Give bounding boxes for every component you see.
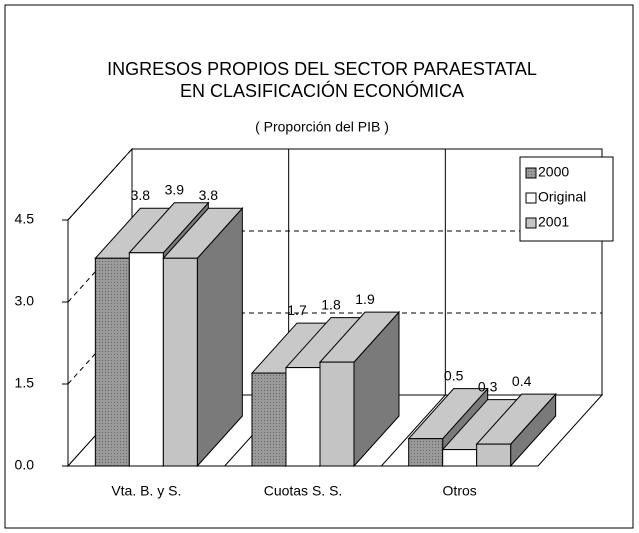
data-label: 3.9: [165, 182, 185, 198]
bar: [162, 257, 198, 467]
legend-label: 2001: [538, 214, 569, 230]
data-label: 0.3: [478, 378, 498, 394]
data-label: 0.5: [444, 367, 464, 383]
legend-swatch: [525, 167, 537, 179]
chart-title: EN CLASIFICACIÓN ECONÓMICA: [180, 80, 464, 101]
bar: [408, 438, 444, 467]
bar: [319, 361, 355, 467]
data-label: 0.4: [512, 373, 532, 389]
bar: [94, 257, 130, 467]
bar: [476, 443, 512, 467]
legend-swatch: [525, 192, 537, 204]
data-label: 1.9: [355, 291, 375, 307]
x-tick-label: Cuotas S. S.: [264, 483, 343, 499]
legend-swatch: [525, 217, 537, 229]
legend-label: 2000: [538, 164, 569, 180]
floor-divider: [380, 394, 446, 467]
bar: [285, 367, 321, 467]
chart-subtitle: ( Proporción del PIB ): [255, 119, 389, 135]
data-label: 3.8: [199, 187, 219, 203]
y-tick-label: 4.5: [15, 211, 35, 227]
y-tick-label: 1.5: [15, 375, 35, 391]
bar: [128, 252, 164, 467]
data-label: 3.8: [131, 187, 151, 203]
bar: [251, 372, 287, 467]
y-tick-label: 0.0: [15, 457, 35, 473]
chart-title: INGRESOS PROPIOS DEL SECTOR PARAESTATAL: [107, 59, 537, 79]
x-tick-label: Otros: [443, 483, 477, 499]
grid-line: [67, 148, 133, 221]
data-label: 1.8: [321, 296, 341, 312]
y-tick-label: 3.0: [15, 293, 35, 309]
bar: [442, 449, 478, 467]
legend-label: Original: [538, 189, 586, 205]
data-label: 1.7: [287, 302, 307, 318]
x-tick-label: Vta. B. y S.: [111, 483, 181, 499]
